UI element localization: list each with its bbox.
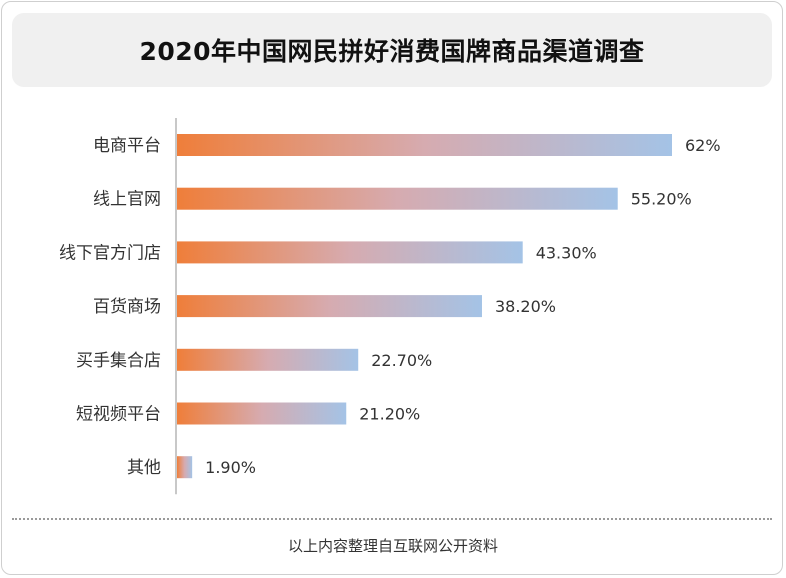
bar-3 [177,295,482,318]
value-label: 55.20% [631,190,692,209]
category-label: 百货商场 [93,297,161,317]
source-note: 以上内容整理自互联网公开资料 [287,537,498,555]
bar-6 [177,456,193,479]
category-label: 线上官网 [93,190,161,210]
category-label: 买手集合店 [76,351,161,371]
footer-divider [12,518,772,520]
category-label: 其他 [127,458,161,478]
value-label: 1.90% [205,458,256,477]
title-panel: 2020年中国网民拼好消费国牌商品渠道调查 [12,13,772,87]
category-label: 短视频平台 [76,405,161,425]
bar-1 [177,187,618,210]
value-label: 21.20% [359,405,420,424]
chart-title: 2020年中国网民拼好消费国牌商品渠道调查 [139,37,645,66]
value-label: 43.30% [536,243,597,262]
category-label: 线下官方门店 [59,243,161,263]
value-label: 38.20% [495,297,556,316]
value-label: 22.70% [371,351,432,370]
bar-4 [177,348,359,371]
value-label: 62% [685,136,721,155]
bar-2 [177,241,523,264]
bar-5 [177,402,347,425]
category-label: 电商平台 [93,136,161,156]
bar-0 [177,134,672,156]
